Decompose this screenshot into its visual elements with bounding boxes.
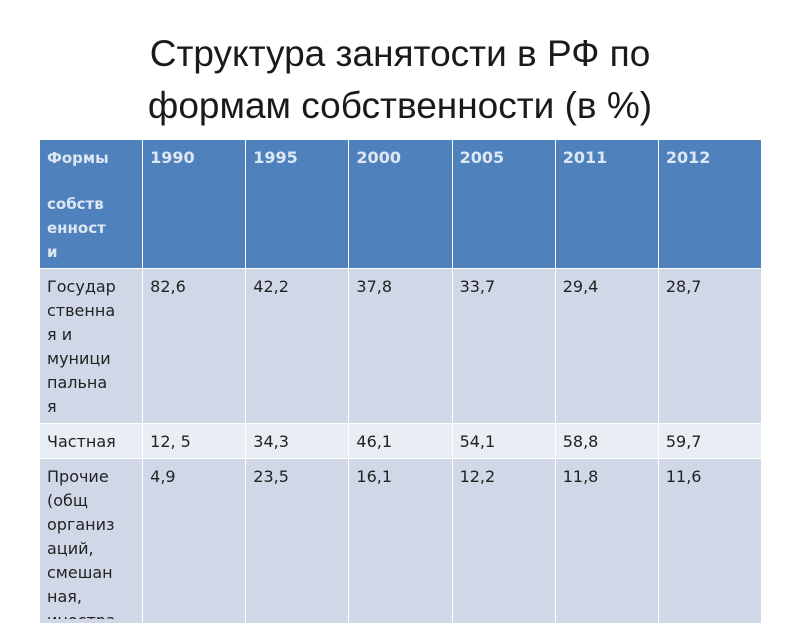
- value-cell: 12,2: [452, 459, 556, 624]
- row-label-line: я и: [47, 325, 73, 344]
- header-cell-ownership-form: Формы собств енност и: [40, 140, 144, 269]
- table-header-row: Формы собств енност и 1990 1995 2000 200…: [40, 140, 762, 269]
- value-cell: 42,2: [246, 269, 350, 424]
- value-cell: 28,7: [658, 269, 762, 424]
- value-cell: 34,3: [246, 424, 350, 459]
- table-row-other: Прочие (общ организ аций, смешан ная, ин…: [40, 459, 762, 624]
- row-label-line: пальна: [47, 373, 108, 392]
- header-label-line: и: [47, 243, 58, 261]
- header-label-line: енност: [47, 219, 106, 237]
- row-label-line: Прочие: [47, 467, 109, 486]
- row-label-line: я: [47, 397, 57, 416]
- header-cell-year: 2005: [452, 140, 556, 269]
- table-row-private: Частная 12, 5 34,3 46,1 54,1 58,8 59,7: [40, 424, 762, 459]
- row-label-line: Государ: [47, 277, 116, 296]
- slide-title-line-1: Структура занятости в РФ по: [149, 33, 651, 74]
- row-label-line: ная,: [47, 587, 82, 606]
- header-label-line: собств: [47, 195, 104, 213]
- row-label-line: смешан: [47, 563, 113, 582]
- employment-table: Формы собств енност и 1990 1995 2000 200…: [40, 140, 762, 624]
- value-cell: 11,8: [555, 459, 659, 624]
- row-label-line: Частная: [47, 432, 116, 451]
- header-label-line: Формы: [47, 149, 109, 167]
- row-label-line: ственна: [47, 301, 116, 320]
- slide-title-line-2: формам собственности (в %): [147, 85, 653, 126]
- value-cell: 16,1: [349, 459, 453, 624]
- value-cell: 33,7: [452, 269, 556, 424]
- header-cell-year: 2011: [555, 140, 659, 269]
- slide-title: Структура занятости в РФ по формам собст…: [0, 28, 800, 132]
- row-label-line: (общ: [47, 491, 88, 510]
- row-label-cell: Частная: [40, 424, 144, 459]
- row-label-line: аций,: [47, 539, 94, 558]
- value-cell: 37,8: [349, 269, 453, 424]
- row-label-cell: Государ ственна я и муници пальна я: [40, 269, 144, 424]
- header-cell-year: 2012: [658, 140, 762, 269]
- row-label-line: иностра: [47, 609, 136, 619]
- header-cell-year: 1990: [143, 140, 247, 269]
- value-cell: 59,7: [658, 424, 762, 459]
- row-label-line: муници: [47, 349, 111, 368]
- value-cell: 23,5: [246, 459, 350, 624]
- value-cell: 11,6: [658, 459, 762, 624]
- value-cell: 12, 5: [143, 424, 247, 459]
- value-cell: 29,4: [555, 269, 659, 424]
- value-cell: 54,1: [452, 424, 556, 459]
- row-label-line: организ: [47, 515, 115, 534]
- header-cell-year: 1995: [246, 140, 350, 269]
- table-row-state-municipal: Государ ственна я и муници пальна я 82,6…: [40, 269, 762, 424]
- header-cell-year: 2000: [349, 140, 453, 269]
- value-cell: 46,1: [349, 424, 453, 459]
- value-cell: 4,9: [143, 459, 247, 624]
- value-cell: 58,8: [555, 424, 659, 459]
- value-cell: 82,6: [143, 269, 247, 424]
- row-label-cell: Прочие (общ организ аций, смешан ная, ин…: [40, 459, 144, 624]
